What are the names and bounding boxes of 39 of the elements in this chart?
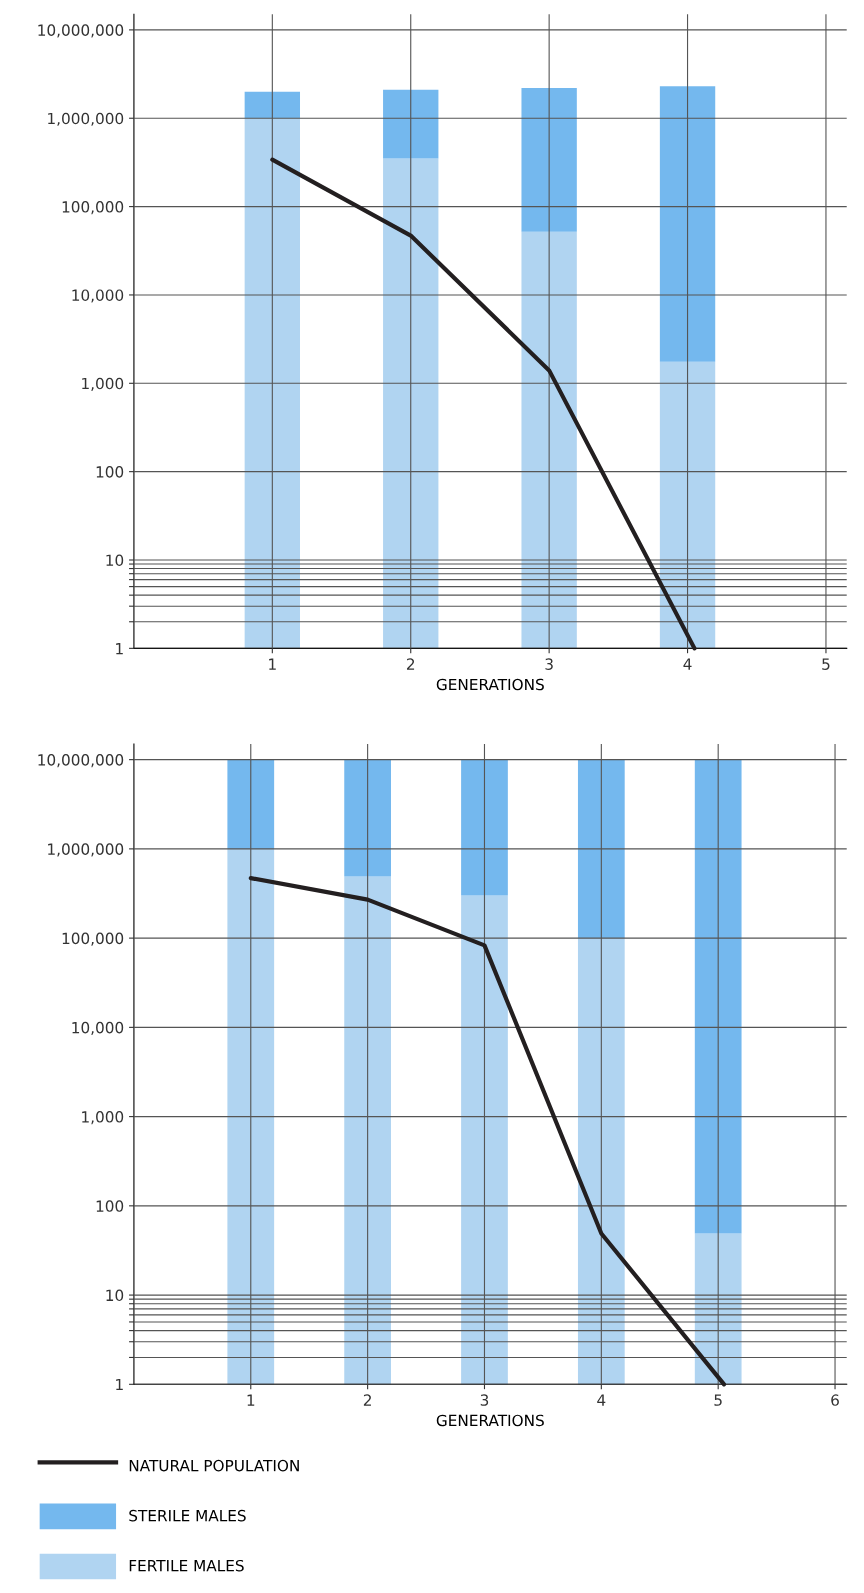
y-tick-label: 100,000 <box>62 201 124 215</box>
x-tick-label: 3 <box>480 1394 489 1406</box>
bar <box>383 89 439 159</box>
x-axis-title: GENERATIONS <box>436 1414 544 1427</box>
x-tick-label: 1 <box>247 1394 255 1406</box>
line-series <box>248 876 727 1387</box>
x-tick-label: 5 <box>714 1394 722 1406</box>
bar <box>461 759 508 896</box>
y-tick-label: 10 <box>106 1289 124 1302</box>
x-tick-label: 1 <box>269 658 276 670</box>
x-tick-label: 5 <box>822 658 830 670</box>
y-tick-label: 10,000,000 <box>38 754 124 768</box>
x-tick-label: 4 <box>683 658 692 670</box>
y-tick-label: 100 <box>96 1200 124 1212</box>
bar <box>227 759 275 849</box>
line-series <box>270 157 697 651</box>
x-axis-title: GENERATIONS <box>436 678 544 691</box>
y-tick-label: 10,000 <box>72 289 124 303</box>
legend-label: FERTILE MALES <box>129 1559 244 1572</box>
bar <box>344 759 391 877</box>
y-tick-label: 100,000 <box>62 932 124 946</box>
legend-label: STERILE MALES <box>129 1509 246 1522</box>
bar <box>244 91 301 119</box>
x-tick-label: 4 <box>597 1394 606 1406</box>
x-tick-label: 6 <box>831 1394 839 1406</box>
x-tick-label: 2 <box>406 658 415 670</box>
y-tick-label: 1 <box>116 643 123 655</box>
x-tick-label: 2 <box>363 1394 371 1406</box>
y-tick-label: 1 <box>116 1378 123 1391</box>
legend-label: NATURAL POPULATION <box>129 1459 299 1472</box>
y-tick-label: 1,000,000 <box>48 112 124 126</box>
x-tick-label: 3 <box>545 658 553 670</box>
y-tick-label: 1,000 <box>82 377 124 391</box>
y-tick-label: 1,000,000 <box>48 843 124 857</box>
y-tick-label: 100 <box>96 466 124 478</box>
y-tick-label: 1,000 <box>82 1111 124 1125</box>
y-tick-label: 10 <box>106 554 124 567</box>
y-tick-label: 10,000,000 <box>38 24 124 38</box>
y-tick-label: 10,000 <box>72 1021 124 1035</box>
